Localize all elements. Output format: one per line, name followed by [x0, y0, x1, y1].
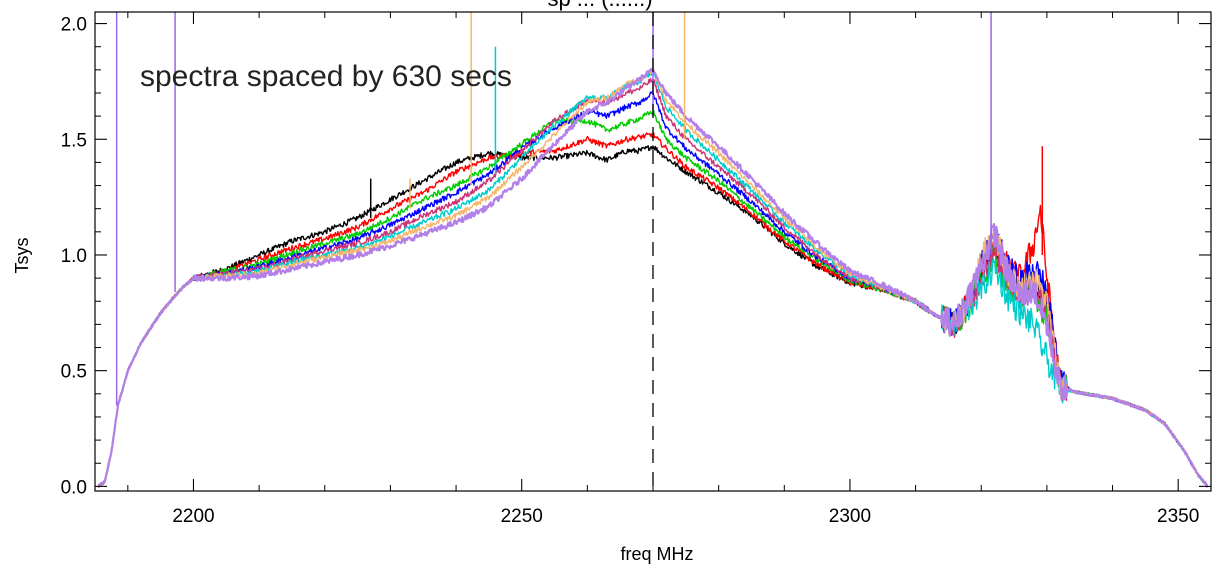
x-axis-label: freq MHz [620, 544, 693, 564]
y-tick-label-3: 1.5 [61, 130, 87, 151]
y-tick-label-2: 1.0 [61, 246, 87, 267]
x-tick-label-2200: 2200 [172, 506, 214, 527]
y-axis-label: Tsys [12, 238, 32, 274]
y-tick-label-1: 0.5 [61, 362, 87, 383]
annotation-text: spectra spaced by 630 secs [140, 60, 512, 93]
chart-title-partial: sp ... (......) [547, 0, 652, 11]
x-tick-label-2250: 2250 [501, 506, 543, 527]
y-tick-label-4: 2.0 [61, 15, 87, 36]
x-tick-label-2350: 2350 [1157, 506, 1199, 527]
y-tick-label-0: 0.0 [61, 477, 87, 498]
x-tick-label-2300: 2300 [829, 506, 871, 527]
